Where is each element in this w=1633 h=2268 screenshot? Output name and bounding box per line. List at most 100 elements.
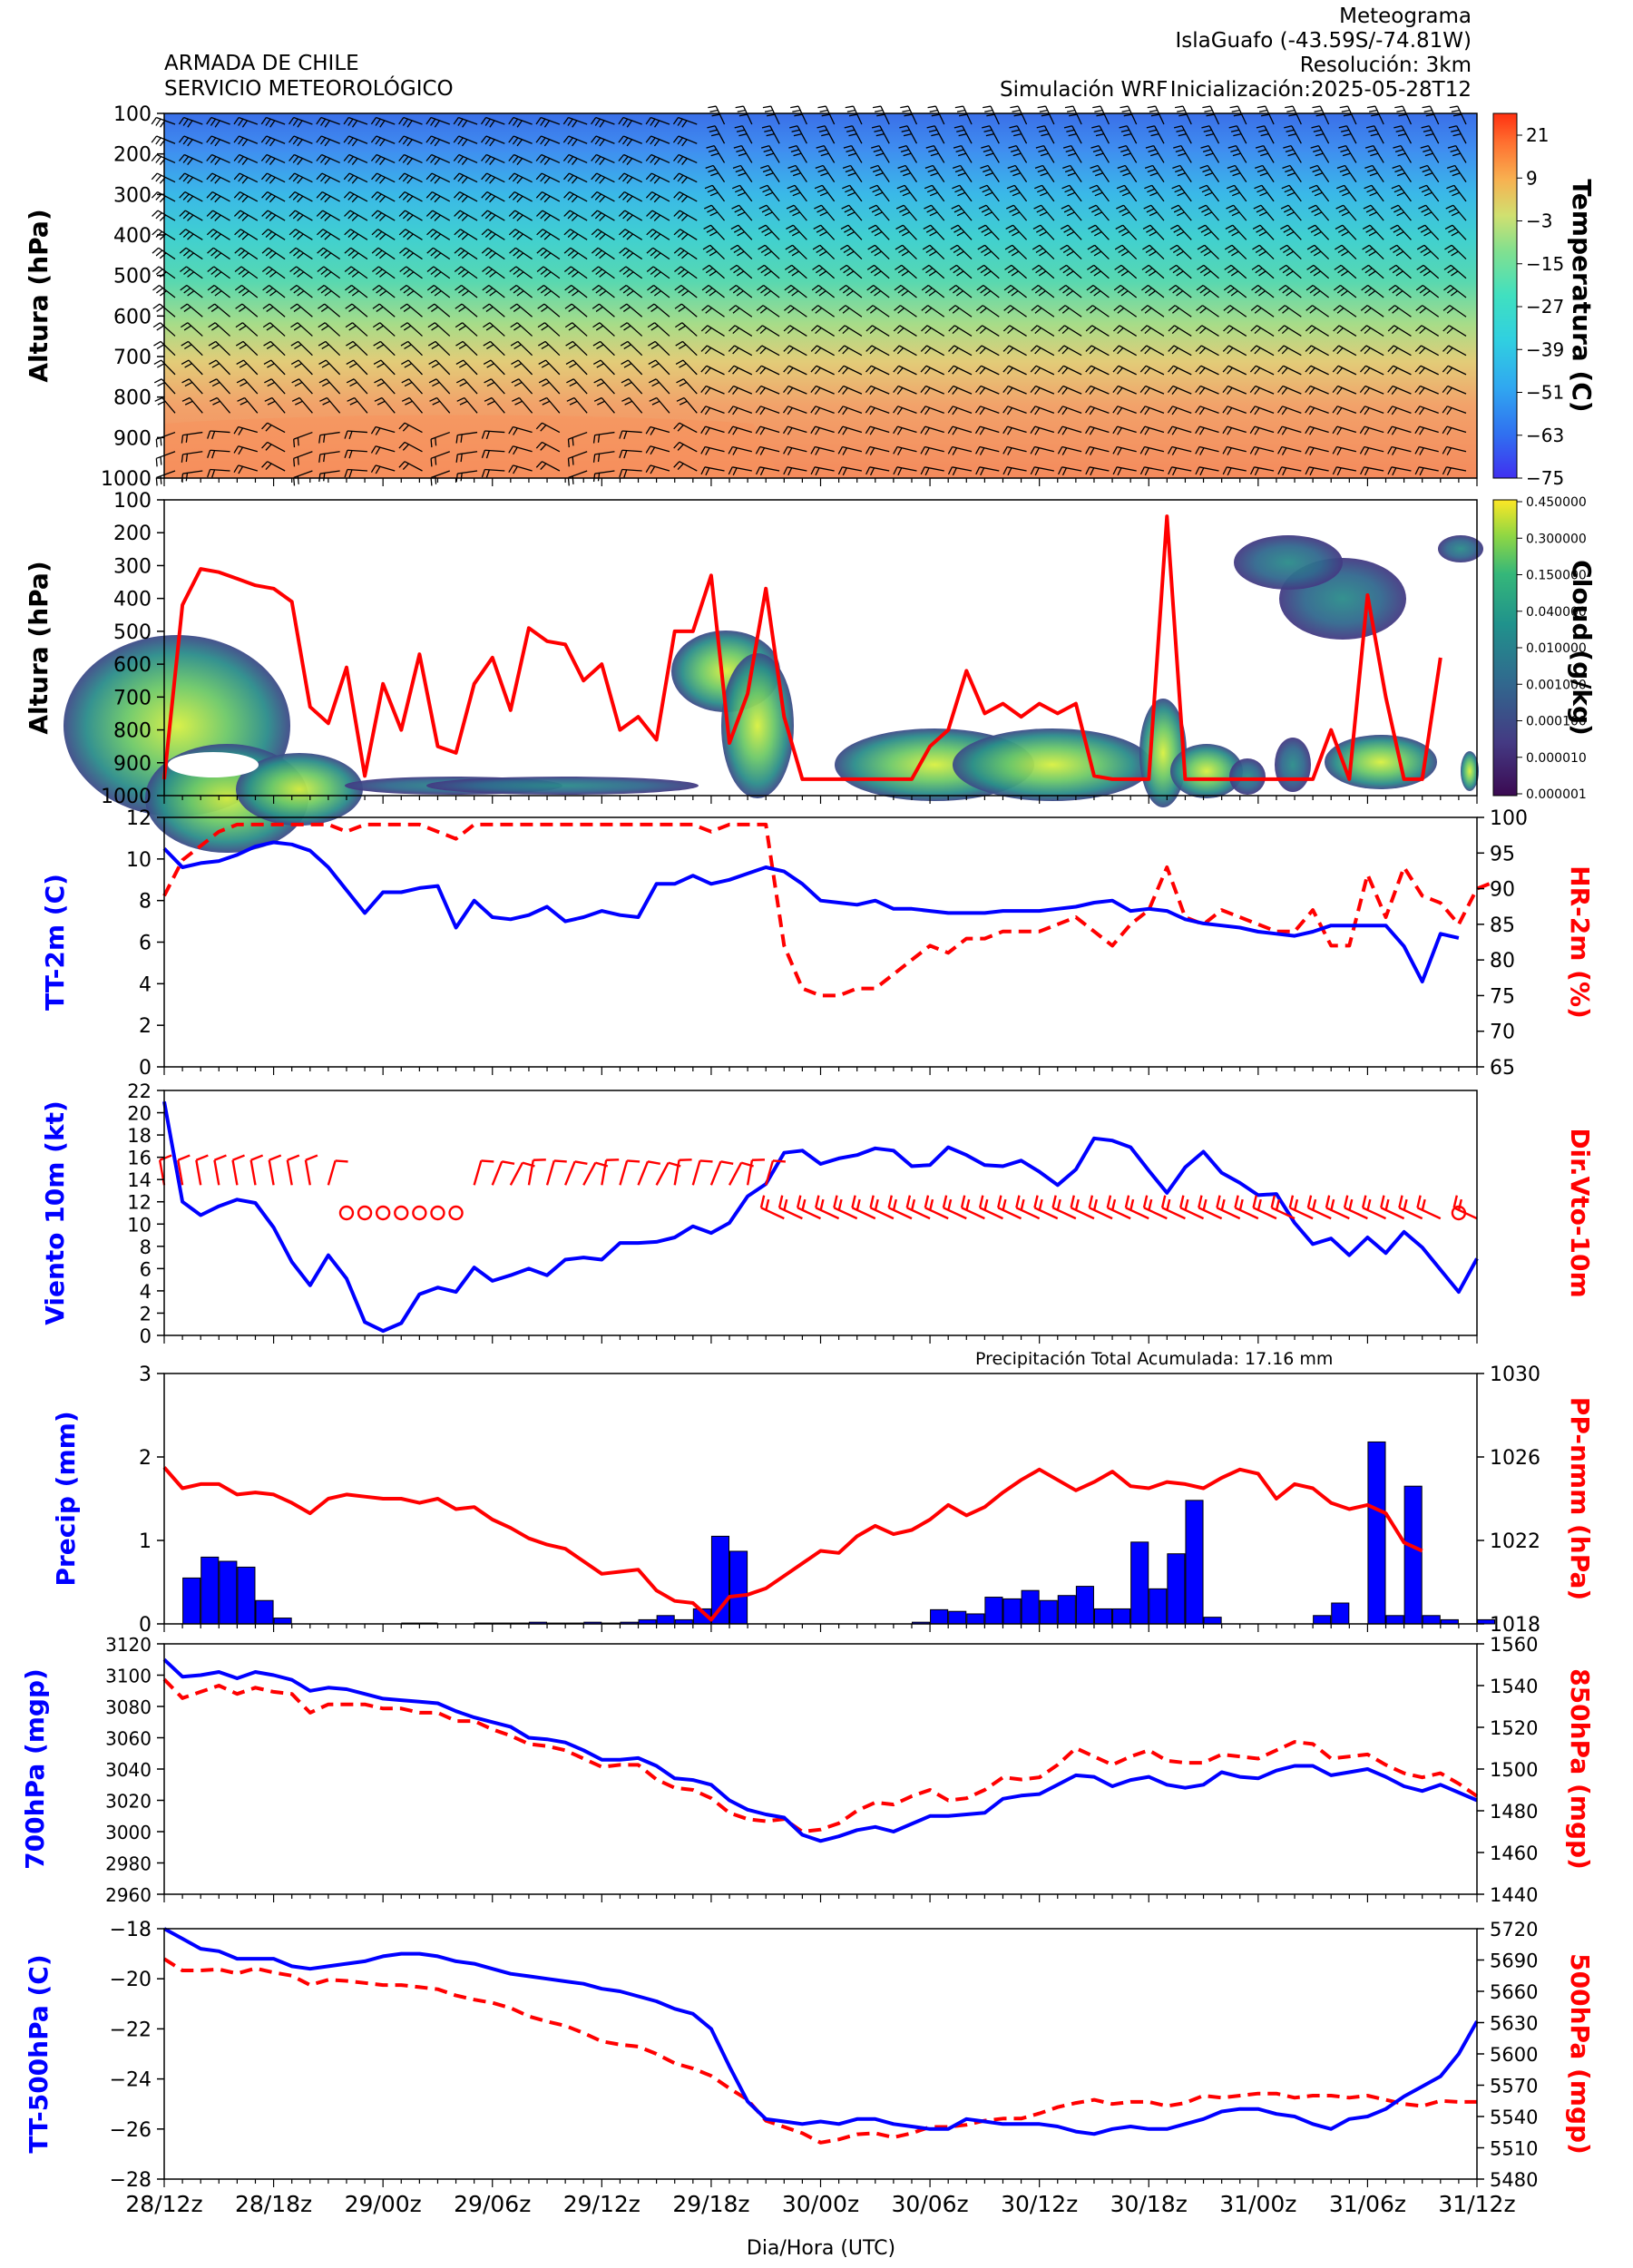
wind-barb-flag xyxy=(1231,191,1240,197)
wind-speed-line xyxy=(162,1100,1479,1334)
wind-barb-flag xyxy=(1149,270,1157,277)
wind-barb-flag xyxy=(351,139,358,147)
direction-barb-flag xyxy=(815,1195,820,1208)
wind-barb-flag xyxy=(953,144,962,149)
wind-barb-flag xyxy=(1337,144,1346,149)
wind-barb-flag xyxy=(875,132,885,137)
wind-barb-flag xyxy=(618,210,626,217)
wind-barb-flag xyxy=(793,132,802,137)
wind-barb-flag xyxy=(592,284,600,291)
wind-barb-flag xyxy=(1036,208,1045,213)
wind-barb-flag xyxy=(650,269,658,275)
wind-barb-flag xyxy=(622,288,631,294)
wind-barb-flag xyxy=(867,244,875,250)
wind-barb-flag xyxy=(1369,191,1378,197)
wind-barb xyxy=(873,284,890,298)
wind-barb-flag xyxy=(1063,208,1072,213)
wind-barb-flag xyxy=(324,176,331,184)
wind-barb-flag xyxy=(399,284,407,291)
wind-barb xyxy=(321,135,340,144)
y2-tick-label: 1500 xyxy=(1490,1759,1538,1781)
y-tick-label: 8 xyxy=(139,891,152,914)
wind-barb-flag xyxy=(289,266,297,273)
wind-barb-flag xyxy=(844,125,853,129)
wind-barb xyxy=(349,191,368,202)
wind-barb xyxy=(184,172,203,183)
wind-barb xyxy=(214,303,230,318)
wind-barb xyxy=(710,224,726,240)
wind-barb-flag xyxy=(1040,191,1048,197)
direction-barb-flag xyxy=(305,1154,318,1161)
y-tick-label: 3060 xyxy=(105,1728,152,1750)
wind-barb-flag xyxy=(179,191,186,199)
wind-barb-flag xyxy=(903,172,911,177)
wind-barb-flag xyxy=(434,176,441,184)
wind-barb-flag xyxy=(626,158,633,165)
wind-barb-flag xyxy=(701,284,709,291)
wind-barb xyxy=(1315,224,1330,240)
wind-barb xyxy=(623,191,643,202)
wind-barb-flag xyxy=(847,191,856,197)
wind-barb-flag xyxy=(650,193,657,200)
wind-barb-flag xyxy=(430,118,436,126)
wind-barb-flag xyxy=(1227,144,1237,149)
wind-barb xyxy=(679,210,698,221)
wind-barb-flag xyxy=(626,233,633,240)
wind-barb xyxy=(542,210,561,221)
wind-barb-flag xyxy=(435,456,437,465)
wind-barb-flag xyxy=(434,158,441,165)
wind-barb-flag xyxy=(1423,270,1432,277)
wind-barb-flag xyxy=(489,139,495,147)
wind-barb-flag xyxy=(1255,248,1264,253)
wind-barb-flag xyxy=(591,135,597,143)
direction-barb-flag xyxy=(942,1195,948,1208)
cloud-blob xyxy=(953,728,1152,801)
wind-barb-flag xyxy=(672,154,680,161)
wind-barb-flag xyxy=(347,249,356,257)
wind-barb-flag xyxy=(787,288,796,294)
precip-bar xyxy=(182,1577,201,1625)
wind-barb-flag xyxy=(343,154,350,161)
wind-barb-flag xyxy=(292,137,299,145)
wind-barb-flag xyxy=(1114,264,1122,270)
wind-barb-flag xyxy=(234,229,241,236)
wind-barb-flag xyxy=(403,288,411,294)
wind-barb-flag xyxy=(622,269,631,275)
wind-barb xyxy=(156,153,176,164)
wind-barb-flag xyxy=(535,191,543,199)
cloud-colorbar xyxy=(1492,499,1518,797)
wind-barb-flag xyxy=(1121,230,1129,237)
wind-barb xyxy=(1312,284,1330,298)
wind-barb-flag xyxy=(1419,164,1428,169)
wind-barb-flag xyxy=(351,214,359,221)
wind-barb-flag xyxy=(1204,109,1213,112)
wind-barb-flag xyxy=(733,144,742,149)
wind-barb-flag xyxy=(316,135,322,143)
wind-barb-flag xyxy=(484,156,492,163)
wind-barb xyxy=(596,172,615,183)
wind-barb xyxy=(823,145,836,163)
wind-barb-flag xyxy=(1040,172,1049,177)
wind-barb-flag xyxy=(1032,244,1041,250)
wind-barb-flag xyxy=(874,230,883,237)
wind-barb-flag xyxy=(764,211,773,217)
wind-barb-flag xyxy=(1120,250,1129,257)
wind-barb-flag xyxy=(1121,191,1130,197)
wind-barb xyxy=(907,105,918,125)
wind-barb-flag xyxy=(370,154,377,161)
wind-barb xyxy=(1125,145,1138,163)
wind-barb-flag xyxy=(347,212,355,220)
wind-barb-flag xyxy=(791,129,800,132)
direction-barb-flag xyxy=(1129,1198,1135,1211)
wind-barb-flag xyxy=(269,233,277,240)
precip-bar xyxy=(1422,1615,1441,1625)
wind-barb-flag xyxy=(761,228,769,233)
wind-barb xyxy=(795,165,807,183)
wind-barb xyxy=(735,305,753,318)
wind-barb-flag xyxy=(846,129,856,132)
wind-barb-flag xyxy=(1008,228,1017,233)
wind-barb xyxy=(514,210,533,221)
wind-barb xyxy=(845,305,863,318)
wind-barb-flag xyxy=(928,290,936,297)
precip-bar xyxy=(1057,1595,1076,1625)
